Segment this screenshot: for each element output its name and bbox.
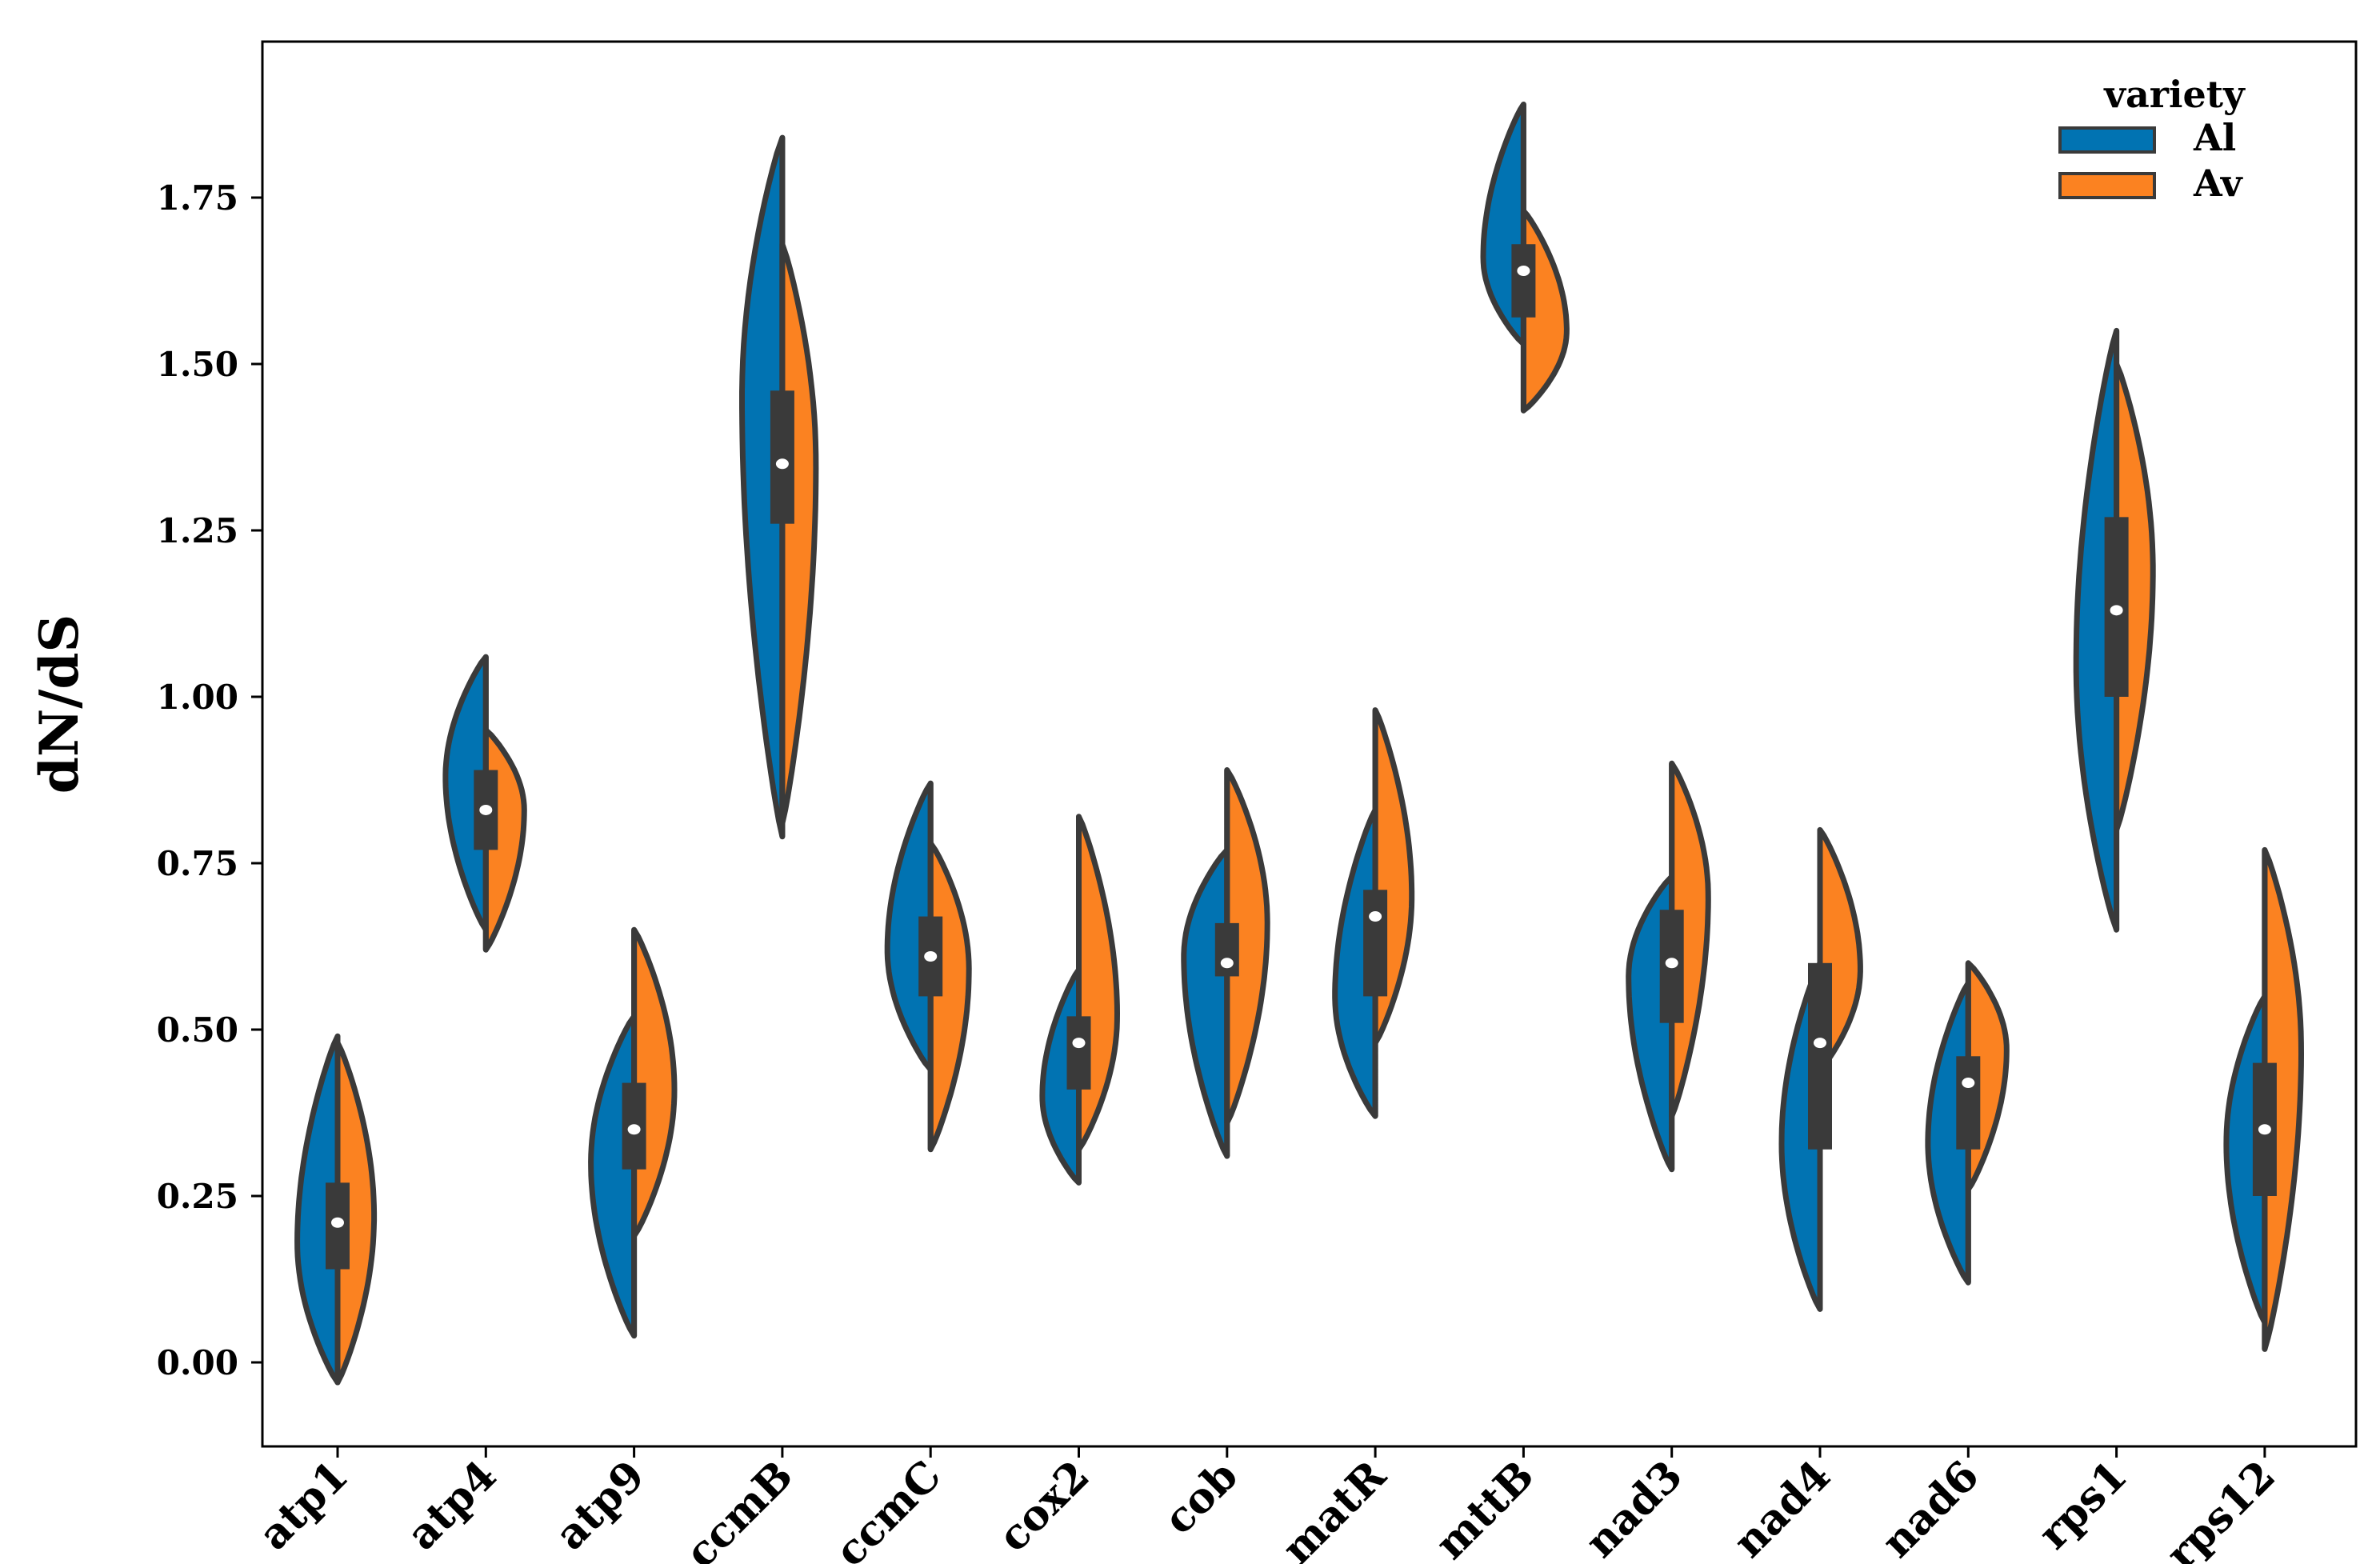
median-nad6: [1962, 1078, 1975, 1089]
y-tick-label: 1.25: [157, 511, 238, 550]
median-cox2: [1072, 1038, 1086, 1049]
y-tick-label: 1.50: [157, 345, 238, 384]
median-mttB: [1517, 266, 1530, 277]
violin-half-Al-ccmC: [884, 780, 934, 1073]
violins-layer: [294, 102, 2304, 1386]
y-tick-label: 0.00: [157, 1343, 238, 1382]
x-tick-label-rps12: rps12: [2157, 1451, 2285, 1564]
legend-label-Av: Av: [2193, 162, 2243, 205]
x-tick-label-atp9: atp9: [546, 1451, 654, 1559]
violin-half-Av-rps12: [2262, 846, 2304, 1352]
y-tick-label: 1.00: [157, 678, 238, 717]
violin-rps1: [2073, 327, 2156, 933]
violin-half-Av-cob: [1224, 767, 1270, 1126]
box-cox2: [1066, 1016, 1091, 1090]
y-axis-label: dN/dS: [28, 614, 90, 794]
median-ccmB: [775, 458, 789, 470]
y-tick-label: 1.75: [157, 178, 238, 218]
legend-title: variety: [2103, 73, 2246, 116]
legend-swatch-Al: [2058, 126, 2156, 154]
box-cob: [1214, 922, 1239, 977]
median-atp9: [627, 1124, 641, 1135]
x-tick-label-atp4: atp4: [398, 1451, 506, 1559]
median-nad3: [1665, 958, 1678, 969]
x-tick-label-ccmB: ccmB: [676, 1451, 802, 1564]
x-tick-label-cob: cob: [1154, 1451, 1247, 1544]
plot-frame: [261, 40, 2358, 1448]
violin-half-Al-ccmB: [739, 134, 786, 840]
violin-atp1: [294, 1033, 378, 1386]
median-atp4: [479, 804, 493, 815]
x-tick-label-ccmC: ccmC: [826, 1451, 950, 1564]
y-tick-label: 0.25: [157, 1177, 238, 1216]
x-tick-label-rps1: rps1: [2029, 1451, 2137, 1559]
legend-swatch-Av: [2058, 172, 2156, 199]
median-matR: [1369, 911, 1382, 922]
violin-ccmB: [739, 134, 819, 840]
median-nad4: [1814, 1038, 1826, 1049]
violin-half-Av-nad3: [1669, 760, 1711, 1119]
x-tick-label-cox2: cox2: [989, 1451, 1099, 1562]
x-tick-label-atp1: atp1: [250, 1451, 358, 1559]
violin-half-Al-cob: [1181, 846, 1230, 1159]
violin-half-Al-atp1: [294, 1033, 341, 1386]
y-tick-label: 0.75: [157, 844, 238, 883]
violin-ccmC: [884, 780, 972, 1153]
violin-half-Al-rps1: [2073, 327, 2120, 933]
box-nad4: [1808, 962, 1832, 1150]
legend-label-Al: Al: [2193, 116, 2236, 159]
violin-atp9: [588, 926, 678, 1339]
box-nad6: [1956, 1056, 1981, 1150]
violin-half-Av-ccmB: [779, 241, 819, 826]
box-mttB: [1511, 244, 1536, 318]
x-tick-label-nad3: nad3: [1576, 1451, 1692, 1564]
median-rps12: [2258, 1124, 2271, 1135]
violin-half-Al-atp4: [442, 654, 489, 933]
x-tick-label-nad6: nad6: [1873, 1451, 1989, 1564]
violin-half-Av-cox2: [1076, 814, 1120, 1153]
violin-rps12: [2223, 846, 2304, 1352]
median-cob: [1220, 958, 1234, 969]
median-atp1: [331, 1217, 344, 1228]
box-ccmB: [770, 390, 794, 524]
x-tick-label-mttB: mttB: [1426, 1451, 1544, 1564]
violin-nad6: [1925, 960, 2010, 1286]
violin-matR: [1332, 707, 1415, 1119]
median-ccmC: [924, 950, 938, 962]
median-rps1: [2110, 605, 2123, 616]
violin-cob: [1181, 767, 1270, 1159]
violin-half-Av-atp1: [334, 1040, 378, 1386]
y-tick-label: 0.50: [157, 1010, 238, 1050]
violin-nad4: [1778, 826, 1863, 1312]
violin-half-Al-atp9: [588, 1013, 638, 1339]
violin-half-Al-matR: [1332, 806, 1378, 1119]
violin-atp4: [442, 654, 527, 953]
violin-half-Av-rps1: [2114, 361, 2156, 833]
violin-mttB: [1480, 102, 1570, 414]
x-tick-label-matR: matR: [1273, 1451, 1396, 1564]
violin-cox2: [1039, 814, 1120, 1186]
x-tick-label-nad4: nad4: [1724, 1451, 1840, 1564]
box-matR: [1363, 890, 1388, 997]
violin-nad3: [1626, 760, 1711, 1173]
